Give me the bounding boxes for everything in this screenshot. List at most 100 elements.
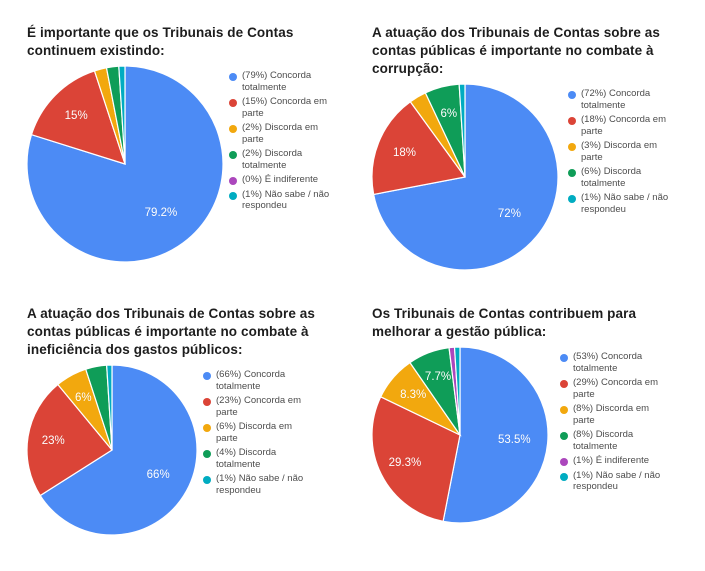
legend-swatch-icon [203, 372, 211, 380]
chart-body: 72% 18% 6% (72%) Concorda totalmente (18%) … [371, 83, 705, 275]
legend-item-label: (23%) Concorda em parte [216, 395, 302, 418]
legend-item-label: (18%) Concorda em parte [581, 114, 667, 137]
legend-item-label: (3%) Discorda em parte [581, 140, 658, 163]
legend-swatch-icon [229, 151, 237, 159]
legend-item-label: (72%) Concorda totalmente [581, 88, 651, 111]
legend-item[interactable]: (1%) Não sabe / não respondeu [568, 192, 688, 215]
legend-item[interactable]: (1%) É indiferente [560, 455, 680, 467]
legend-item[interactable]: (3%) Discorda em parte [568, 140, 688, 163]
pie-slice[interactable] [453, 346, 461, 436]
pie-chart[interactable]: 66% 23% 6% [26, 364, 198, 540]
legend-swatch-icon [560, 458, 568, 466]
pie-slice[interactable] [39, 364, 198, 536]
pie-slice[interactable] [106, 364, 113, 451]
pie-chart[interactable]: 53.5% 29.3% 8.3% 7.7% [371, 346, 549, 528]
legend-item[interactable]: (8%) Discorda totalmente [560, 429, 680, 452]
legend-swatch-icon [203, 450, 211, 458]
legend-item[interactable]: (2%) Discorda totalmente [229, 148, 337, 171]
legend-swatch-icon [229, 99, 237, 107]
chart-card-combate-a-corrupcao: A atuação dos Tribunais de Contas sobre … [360, 0, 705, 293]
chart-card-ineficiencia-gastos-publicos: A atuação dos Tribunais de Contas sobre … [0, 293, 360, 571]
legend-item-label: (1%) Não sabe / não respondeu [242, 188, 330, 212]
legend-item[interactable]: (1%) Não sabe / não respondeu [229, 189, 337, 212]
legend-item[interactable]: (53%) Concorda totalmente [560, 351, 680, 374]
legend-item[interactable]: (66%) Concorda totalmente [203, 369, 311, 392]
chart-title: A atuação dos Tribunais de Contas sobre … [27, 306, 316, 357]
legend-item[interactable]: (15%) Concorda em parte [229, 96, 337, 119]
legend-swatch-icon [229, 177, 237, 185]
chart-body: 79.2% 15% (79%) Concorda totalmente (15%) … [26, 65, 360, 267]
legend-item-label: (29%) Concorda em parte [573, 377, 659, 400]
legend-swatch-icon [229, 125, 237, 133]
legend-item[interactable]: (23%) Concorda em parte [203, 395, 311, 418]
chart-legend: (66%) Concorda totalmente (23%) Concorda … [203, 365, 311, 499]
pie-chart[interactable]: 72% 18% 6% [371, 83, 559, 275]
legend-item[interactable]: (79%) Concorda totalmente [229, 70, 337, 93]
legend-item-label: (2%) Discorda em parte [242, 122, 319, 145]
legend-swatch-icon [568, 169, 576, 177]
legend-item[interactable]: (0%) É indiferente [229, 174, 337, 186]
legend-item[interactable]: (29%) Concorda em parte [560, 377, 680, 400]
chart-legend: (72%) Concorda totalmente (18%) Concorda … [568, 84, 688, 218]
chart-card-tribunais-continuem-existindo: É importante que os Tribunais de Contas … [0, 0, 360, 293]
chart-body: 53.5% 29.3% 8.3% 7.7% (53%) Concorda totalm… [371, 346, 705, 528]
chart-legend: (79%) Concorda totalmente (15%) Concorda … [229, 66, 337, 215]
legend-swatch-icon [203, 424, 211, 432]
legend-swatch-icon [203, 398, 211, 406]
legend-item[interactable]: (1%) Não sabe / não respondeu [203, 473, 311, 496]
legend-swatch-icon [568, 91, 576, 99]
legend-item-label: (2%) Discorda totalmente [242, 148, 303, 171]
legend-item-label: (6%) Discorda em parte [216, 421, 293, 444]
chart-title: Os Tribunais de Contas contribuem para m… [372, 306, 637, 339]
chart-title: É importante que os Tribunais de Contas … [27, 25, 294, 58]
legend-item-label: (1%) Não sabe / não respondeu [216, 473, 304, 496]
pie-slice[interactable] [118, 65, 126, 165]
legend-item-label: (79%) Concorda totalmente [242, 70, 312, 93]
legend-swatch-icon [568, 143, 576, 151]
legend-item[interactable]: (6%) Discorda totalmente [568, 166, 688, 189]
legend-item-label: (1%) Não sabe / não respondeu [573, 469, 661, 493]
legend-swatch-icon [560, 432, 568, 440]
pie-slice[interactable] [26, 383, 113, 497]
pie-svg [371, 346, 549, 524]
pie-svg [26, 65, 224, 263]
legend-swatch-icon [560, 406, 568, 414]
pie-svg [26, 364, 198, 536]
legend-item[interactable]: (1%) Não sabe / não respondeu [560, 470, 680, 493]
legend-swatch-icon [229, 191, 237, 200]
legend-swatch-icon [568, 195, 576, 203]
legend-swatch-icon [560, 380, 568, 388]
legend-item[interactable]: (72%) Concorda totalmente [568, 88, 688, 111]
legend-item[interactable]: (18%) Concorda em parte [568, 114, 688, 137]
chart-body: 66% 23% 6% (66%) Concorda totalmente (23%) … [26, 364, 360, 540]
pie-slice[interactable] [371, 100, 467, 196]
legend-item[interactable]: (2%) Discorda em parte [229, 122, 337, 145]
legend-item-label: (6%) Discorda totalmente [581, 166, 642, 189]
legend-swatch-icon [560, 472, 568, 481]
legend-item-label: (8%) Discorda em parte [573, 403, 650, 426]
legend-item-label: (1%) Não sabe / não respondeu [581, 192, 669, 215]
legend-swatch-icon [229, 73, 237, 81]
legend-item-label: (66%) Concorda totalmente [216, 369, 286, 392]
legend-item[interactable]: (4%) Discorda totalmente [203, 447, 311, 470]
legend-item-label: (0%) É indiferente [242, 174, 319, 185]
legend-item-label: (1%) É indiferente [573, 455, 650, 466]
pie-chart[interactable]: 79.2% 15% [26, 65, 224, 267]
legend-item-label: (8%) Discorda totalmente [573, 429, 634, 452]
chart-legend: (53%) Concorda totalmente (29%) Concorda … [560, 347, 680, 496]
legend-item-label: (15%) Concorda em parte [242, 96, 328, 119]
pie-slice[interactable] [458, 83, 466, 178]
legend-item[interactable]: (8%) Discorda em parte [560, 403, 680, 426]
pie-slice[interactable] [442, 346, 549, 524]
pie-svg [371, 83, 559, 271]
pie-slice[interactable] [372, 83, 559, 271]
pie-slice[interactable] [371, 396, 461, 523]
legend-item-label: (4%) Discorda totalmente [216, 447, 277, 470]
legend-swatch-icon [568, 117, 576, 125]
legend-swatch-icon [203, 476, 211, 484]
legend-item-label: (53%) Concorda totalmente [573, 351, 643, 374]
legend-swatch-icon [560, 354, 568, 362]
legend-item[interactable]: (6%) Discorda em parte [203, 421, 311, 444]
chart-card-melhorar-gestao-publica: Os Tribunais de Contas contribuem para m… [360, 293, 705, 571]
